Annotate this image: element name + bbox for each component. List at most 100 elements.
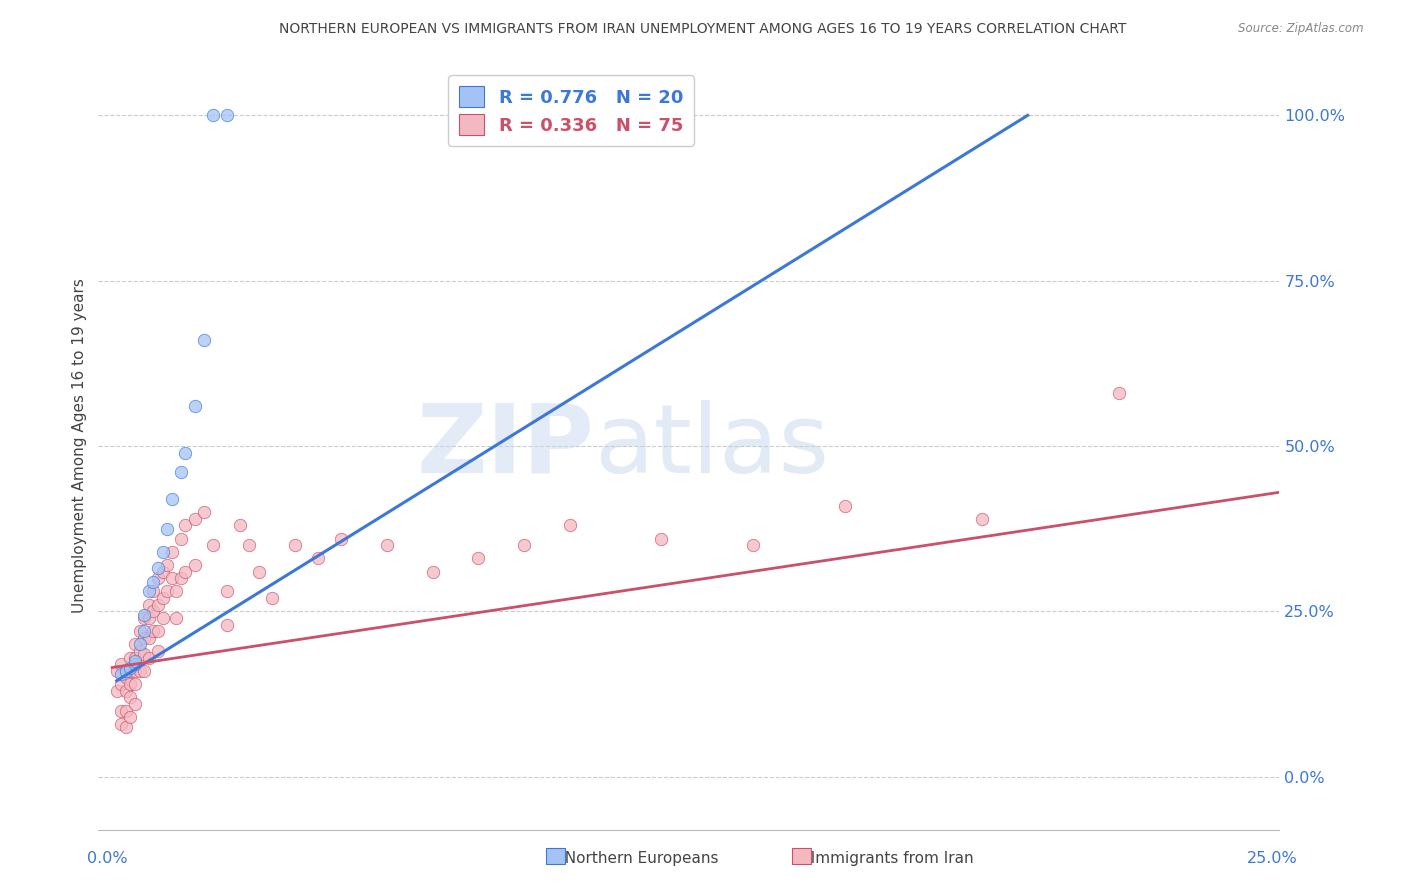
Point <box>165 584 187 599</box>
Point <box>134 624 156 639</box>
Point <box>115 664 138 678</box>
Point <box>142 604 165 618</box>
Point <box>160 571 183 585</box>
Point <box>110 716 132 731</box>
Point <box>124 697 146 711</box>
Text: 0.0%: 0.0% <box>87 851 127 865</box>
Point <box>124 650 146 665</box>
Point <box>156 584 179 599</box>
Point <box>307 551 329 566</box>
Point <box>124 654 146 668</box>
Point <box>134 607 156 622</box>
Y-axis label: Unemployment Among Ages 16 to 19 years: Unemployment Among Ages 16 to 19 years <box>72 278 87 614</box>
Point <box>110 677 132 691</box>
Point <box>105 683 128 698</box>
Point <box>215 108 238 122</box>
Point <box>170 532 193 546</box>
Point <box>142 624 165 639</box>
Point <box>215 617 238 632</box>
Point <box>152 565 174 579</box>
Point <box>110 704 132 718</box>
Point <box>156 522 179 536</box>
Point <box>558 518 581 533</box>
Point <box>120 660 142 674</box>
Point <box>115 664 138 678</box>
Point <box>124 637 146 651</box>
Point <box>110 657 132 672</box>
Text: 25.0%: 25.0% <box>1247 851 1298 865</box>
Point <box>742 538 765 552</box>
Point <box>152 611 174 625</box>
Bar <box>546 848 565 864</box>
Point <box>146 571 169 585</box>
Point <box>115 720 138 734</box>
Point <box>174 445 197 459</box>
Point <box>170 571 193 585</box>
Point <box>110 667 132 681</box>
Point <box>174 565 197 579</box>
Text: Source: ZipAtlas.com: Source: ZipAtlas.com <box>1239 22 1364 36</box>
Point <box>128 624 150 639</box>
Point <box>160 545 183 559</box>
Point <box>183 512 205 526</box>
Point <box>146 561 169 575</box>
Point <box>238 538 260 552</box>
Point <box>120 690 142 705</box>
Point <box>138 584 160 599</box>
Text: Northern Europeans: Northern Europeans <box>555 851 718 865</box>
Point <box>124 657 146 672</box>
Point <box>156 558 179 572</box>
Point <box>513 538 536 552</box>
Point <box>650 532 672 546</box>
Point <box>193 505 215 519</box>
Point <box>138 631 160 645</box>
Point <box>247 565 270 579</box>
Point <box>138 611 160 625</box>
Text: atlas: atlas <box>595 400 830 492</box>
Point <box>120 677 142 691</box>
Point <box>467 551 489 566</box>
Point <box>115 670 138 684</box>
Point <box>215 584 238 599</box>
Point <box>330 532 353 546</box>
Point <box>120 650 142 665</box>
Point <box>146 624 169 639</box>
Point <box>138 598 160 612</box>
Point <box>1108 386 1130 401</box>
Point <box>128 644 150 658</box>
Point <box>134 648 156 662</box>
Point <box>422 565 444 579</box>
Point <box>834 499 856 513</box>
Point <box>152 591 174 606</box>
Bar <box>792 848 811 864</box>
Text: Immigrants from Iran: Immigrants from Iran <box>801 851 974 865</box>
Point <box>160 491 183 506</box>
Text: NORTHERN EUROPEAN VS IMMIGRANTS FROM IRAN UNEMPLOYMENT AMONG AGES 16 TO 19 YEARS: NORTHERN EUROPEAN VS IMMIGRANTS FROM IRA… <box>280 22 1126 37</box>
Text: ZIP: ZIP <box>416 400 595 492</box>
Point <box>229 518 252 533</box>
Point <box>262 591 284 606</box>
Point <box>134 664 156 678</box>
Point <box>183 558 205 572</box>
Point <box>124 664 146 678</box>
Point <box>201 108 224 122</box>
Point <box>124 677 146 691</box>
Legend: R = 0.776   N = 20, R = 0.336   N = 75: R = 0.776 N = 20, R = 0.336 N = 75 <box>449 75 693 146</box>
Point <box>128 664 150 678</box>
Point <box>120 664 142 678</box>
Point <box>152 545 174 559</box>
Point <box>193 333 215 347</box>
Point <box>183 400 205 414</box>
Point <box>115 704 138 718</box>
Point <box>165 611 187 625</box>
Point <box>174 518 197 533</box>
Point <box>970 512 993 526</box>
Point <box>138 650 160 665</box>
Point <box>134 611 156 625</box>
Point <box>115 683 138 698</box>
Point <box>128 637 150 651</box>
Point <box>170 466 193 480</box>
Point <box>134 631 156 645</box>
Point <box>142 584 165 599</box>
Point <box>120 710 142 724</box>
